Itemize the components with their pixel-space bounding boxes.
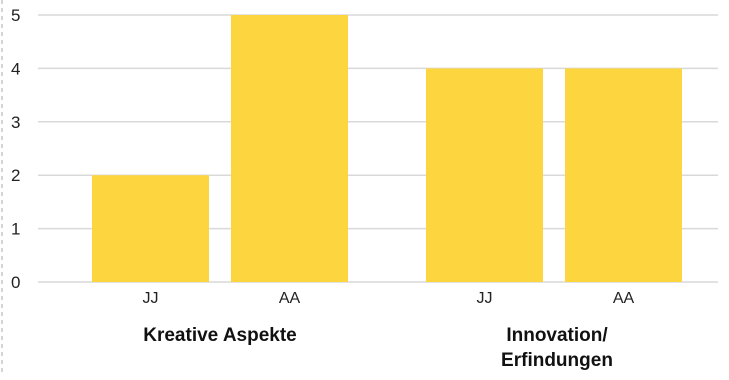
x-tick-label: AA bbox=[279, 290, 301, 307]
bar-2-jj bbox=[426, 68, 543, 283]
bar-1-aa bbox=[231, 15, 348, 282]
y-tick-label: 4 bbox=[11, 59, 20, 78]
y-tick-label: 5 bbox=[11, 6, 20, 25]
y-tick-label: 2 bbox=[11, 166, 20, 185]
bar-2-aa bbox=[565, 68, 682, 283]
x-tick-label: AA bbox=[613, 290, 635, 307]
y-tick-label: 1 bbox=[11, 220, 20, 239]
label-layer: 0 1 2 3 4 5 JJ AA Kreative Aspekte JJ AA Innovation… bbox=[11, 6, 635, 371]
bar-layer bbox=[92, 15, 682, 283]
y-tick-label: 0 bbox=[11, 273, 20, 292]
group-label: Innovation/ bbox=[506, 325, 608, 346]
group-label: Kreative Aspekte bbox=[143, 325, 296, 346]
x-tick-label: JJ bbox=[477, 290, 493, 307]
x-tick-label: JJ bbox=[143, 290, 159, 307]
group-label: Erfindungen bbox=[501, 350, 613, 371]
bar-1-jj bbox=[92, 175, 209, 282]
y-tick-label: 3 bbox=[11, 113, 20, 132]
